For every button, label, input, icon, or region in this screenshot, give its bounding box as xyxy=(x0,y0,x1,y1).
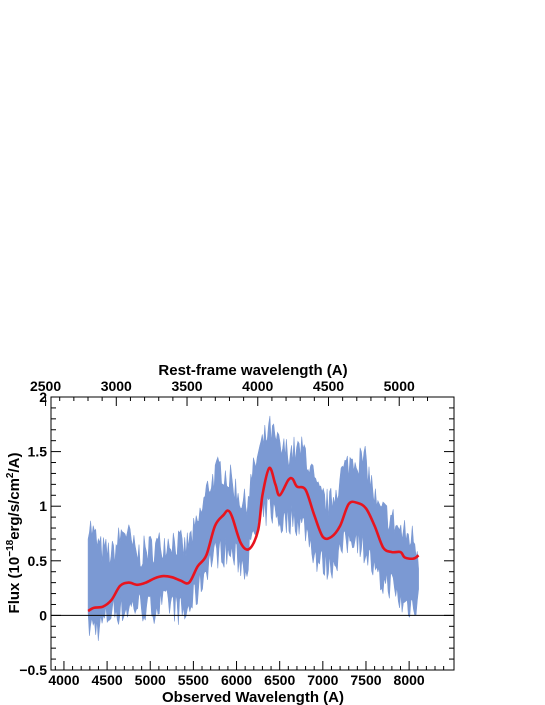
top-x-tick-label: 2500 xyxy=(30,378,61,394)
y-tick-label: 0 xyxy=(39,607,47,623)
model-curve xyxy=(87,466,420,613)
y-axis-title-exp1: −18 xyxy=(5,539,16,556)
x-tick-label: 8000 xyxy=(394,672,425,688)
y-tick-label: 1 xyxy=(39,498,47,514)
y-axis-title-part1: Flux (10 xyxy=(6,557,23,614)
top-x-tick-label: 4000 xyxy=(242,378,273,394)
y-axis-title-exp2: 2 xyxy=(5,472,16,478)
x-tick-label: 7000 xyxy=(307,672,338,688)
y-tick-label: 2 xyxy=(39,389,47,405)
spectrum-band xyxy=(87,415,419,641)
top-x-tick-label: 3000 xyxy=(101,378,132,394)
x-tick-label: 7500 xyxy=(350,672,381,688)
top-x-tick-label: 3500 xyxy=(171,378,202,394)
x-tick-label: 6500 xyxy=(264,672,295,688)
x-tick-label: 5000 xyxy=(135,672,166,688)
y-axis-title-part2: erg/s/cm xyxy=(6,478,23,540)
top-x-tick-label: 4500 xyxy=(313,378,344,394)
y-tick-label: 0.5 xyxy=(28,553,48,569)
x-tick-label: 6000 xyxy=(221,672,252,688)
x-tick-label: 4000 xyxy=(48,672,79,688)
y-tick-label: −0.5 xyxy=(19,662,47,678)
y-axis-title-part3: /A) xyxy=(6,453,23,473)
top-x-tick-label: 5000 xyxy=(384,378,415,394)
x-tick-label: 5500 xyxy=(178,672,209,688)
x-axis-title: Observed Wavelength (A) xyxy=(162,689,344,705)
y-tick-label: 1.5 xyxy=(28,444,48,460)
plot-frame xyxy=(50,396,455,671)
y-axis-title: Flux (10−18erg/s/cm2/A) xyxy=(5,453,23,614)
x-tick-label: 4500 xyxy=(92,672,123,688)
top-axis-title: Rest-frame wavelength (A) xyxy=(158,362,347,379)
